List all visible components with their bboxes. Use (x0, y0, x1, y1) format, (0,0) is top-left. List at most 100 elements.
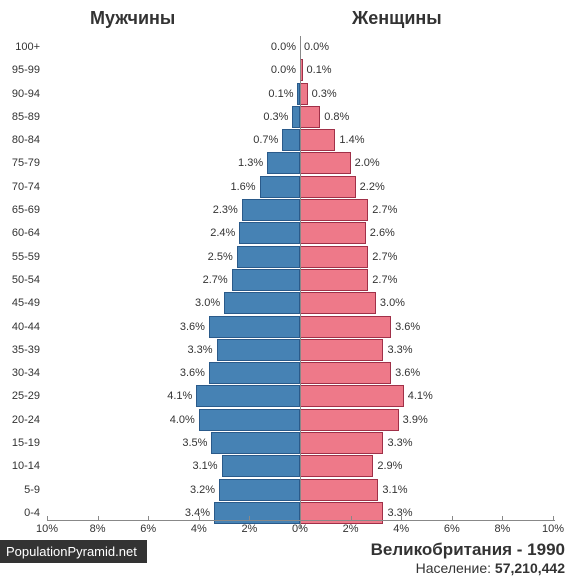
age-group-label: 25-29 (0, 385, 44, 408)
axis-tick (249, 516, 250, 521)
female-bar (300, 106, 320, 128)
female-header-label: Женщины (352, 8, 442, 29)
age-group-label: 80-84 (0, 129, 44, 152)
male-percentage: 4.1% (167, 385, 192, 408)
axis-tick (452, 516, 453, 521)
population-pyramid: Мужчины Женщины 100+0.0%0.0%95-990.0%0.1… (0, 8, 575, 36)
male-bar (292, 106, 300, 128)
age-group-label: 30-34 (0, 362, 44, 385)
male-percentage: 0.0% (271, 59, 296, 82)
axis-tick-label: 8% (90, 523, 106, 535)
female-percentage: 3.9% (403, 409, 428, 432)
axis-tick-label: 4% (393, 523, 409, 535)
axis-tick (351, 516, 352, 521)
male-bar (209, 362, 300, 384)
female-bar (300, 432, 383, 454)
axis-tick-label: 4% (191, 523, 207, 535)
female-percentage: 1.4% (339, 129, 364, 152)
female-bar (300, 269, 368, 291)
male-percentage: 3.0% (195, 292, 220, 315)
female-percentage: 0.8% (324, 106, 349, 129)
pyramid-row: 5-9 3.2% 3.1% (0, 479, 575, 502)
male-percentage: 0.7% (253, 129, 278, 152)
female-percentage: 4.1% (408, 385, 433, 408)
age-group-label: 10-14 (0, 455, 44, 478)
female-percentage: 2.7% (372, 199, 397, 222)
age-group-label: 40-44 (0, 316, 44, 339)
age-group-label: 100+ (0, 36, 44, 59)
pyramid-row: 70-74 1.6% 2.2% (0, 176, 575, 199)
footer-population: Население: 57,210,442 (371, 560, 565, 576)
pyramid-row: 45-493.0%3.0% (0, 292, 575, 315)
male-bar (199, 409, 300, 431)
age-group-label: 20-24 (0, 409, 44, 432)
pyramid-row: 35-39 3.3% 3.3% (0, 339, 575, 362)
female-percentage: 2.6% (370, 222, 395, 245)
male-bar (267, 152, 300, 174)
male-percentage: 2.7% (203, 269, 228, 292)
footer-title: Великобритания - 1990 (371, 540, 565, 560)
female-percentage: 3.0% (380, 292, 405, 315)
pyramid-row: 80-84 0.7% 1.4% (0, 129, 575, 152)
male-bar (260, 176, 300, 198)
pyramid-row: 90-940.1%0.3% (0, 83, 575, 106)
age-group-label: 75-79 (0, 152, 44, 175)
female-percentage: 0.3% (312, 83, 337, 106)
male-percentage: 1.3% (238, 152, 263, 175)
population-label: Население: (416, 560, 495, 576)
population-value: 57,210,442 (495, 560, 565, 576)
male-percentage: 0.0% (271, 36, 296, 59)
female-bar (300, 316, 391, 338)
axis-tick-label: 2% (241, 523, 257, 535)
male-bar (222, 455, 300, 477)
female-bar (300, 246, 368, 268)
age-group-label: 15-19 (0, 432, 44, 455)
age-group-label: 90-94 (0, 83, 44, 106)
age-group-label: 50-54 (0, 269, 44, 292)
male-bar (239, 222, 300, 244)
axis-tick-label: 8% (494, 523, 510, 535)
male-percentage: 2.3% (213, 199, 238, 222)
female-bar (300, 409, 399, 431)
age-group-label: 70-74 (0, 176, 44, 199)
pyramid-row: 30-343.6%3.6% (0, 362, 575, 385)
male-bar (196, 385, 300, 407)
female-percentage: 3.6% (395, 316, 420, 339)
male-bar (219, 479, 300, 501)
axis-tick-label: 10% (542, 523, 564, 535)
female-percentage: 3.6% (395, 362, 420, 385)
male-percentage: 3.3% (187, 339, 212, 362)
age-group-label: 60-64 (0, 222, 44, 245)
female-percentage: 2.7% (372, 246, 397, 269)
axis-tick (148, 516, 149, 521)
male-percentage: 2.4% (210, 222, 235, 245)
age-group-label: 35-39 (0, 339, 44, 362)
male-percentage: 1.6% (230, 176, 255, 199)
female-percentage: 2.7% (372, 269, 397, 292)
age-group-label: 5-9 (0, 479, 44, 502)
pyramid-row: 15-193.5%3.3% (0, 432, 575, 455)
pyramid-row: 85-89 0.3% 0.8% (0, 106, 575, 129)
female-percentage: 2.2% (360, 176, 385, 199)
pyramid-rows: 100+0.0%0.0%95-990.0%0.1%90-940.1%0.3%85… (0, 36, 575, 525)
source-badge: PopulationPyramid.net (0, 540, 147, 563)
axis-tick-label: 2% (343, 523, 359, 535)
female-percentage: 3.3% (387, 339, 412, 362)
age-group-label: 85-89 (0, 106, 44, 129)
female-bar (300, 362, 391, 384)
axis-tick (47, 516, 48, 521)
male-percentage: 2.5% (208, 246, 233, 269)
male-percentage: 0.3% (263, 106, 288, 129)
female-percentage: 3.1% (382, 479, 407, 502)
pyramid-row: 60-64 2.4% 2.6% (0, 222, 575, 245)
male-percentage: 3.1% (193, 455, 218, 478)
axis-tick (401, 516, 402, 521)
female-bar (300, 199, 368, 221)
male-percentage: 3.2% (190, 479, 215, 502)
male-percentage: 3.5% (182, 432, 207, 455)
male-bar (211, 432, 300, 454)
pyramid-row: 65-692.3%2.7% (0, 199, 575, 222)
pyramid-row: 50-54 2.7% 2.7% (0, 269, 575, 292)
chart-header: Мужчины Женщины (0, 8, 575, 36)
axis-tick-label: 6% (444, 523, 460, 535)
